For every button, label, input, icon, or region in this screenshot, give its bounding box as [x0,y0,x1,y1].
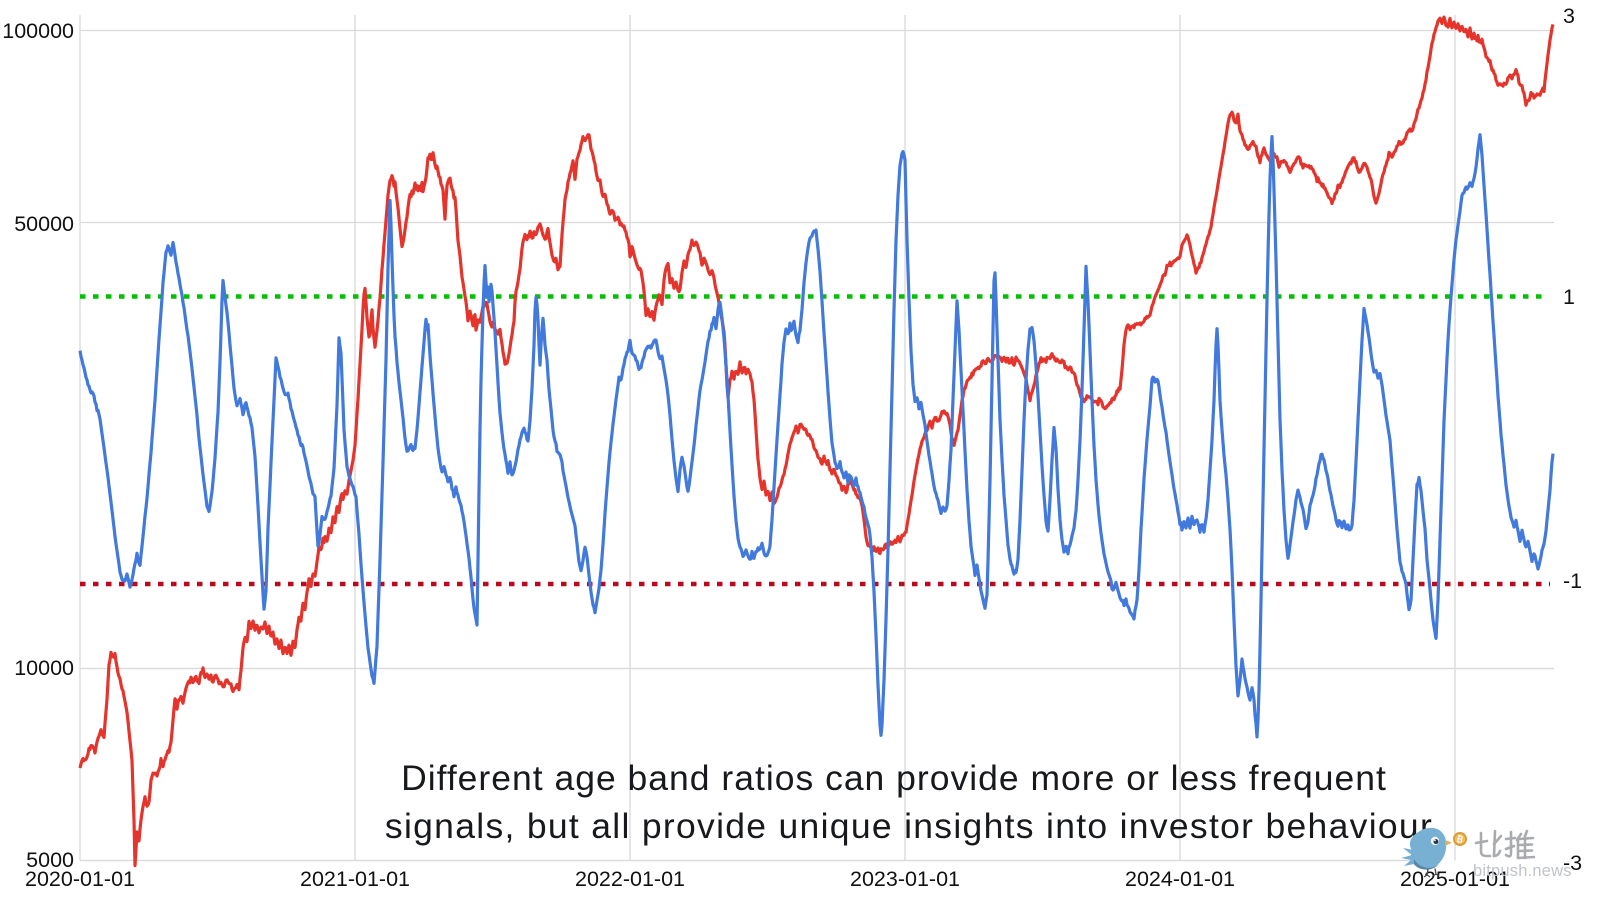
svg-text:2023-01-01: 2023-01-01 [850,867,960,891]
svg-text:-1: -1 [1563,569,1582,593]
svg-text:2022-01-01: 2022-01-01 [575,867,685,891]
svg-text:50000: 50000 [14,212,74,236]
svg-text:2021-01-01: 2021-01-01 [300,867,410,891]
svg-text:Different age band ratios can: Different age band ratios can provide mo… [401,758,1387,798]
svg-text:5000: 5000 [26,848,74,872]
svg-text:bitpush.news: bitpush.news [1473,862,1572,880]
svg-text:1: 1 [1563,285,1575,309]
svg-text:2020-01-01: 2020-01-01 [25,867,135,891]
svg-text:signals, but all provide uniqu: signals, but all provide unique insights… [385,806,1433,846]
svg-text:100000: 100000 [2,19,74,43]
svg-text:2025-01-01: 2025-01-01 [1400,867,1510,891]
svg-text:10000: 10000 [14,656,74,680]
svg-text:2024-01-01: 2024-01-01 [1125,867,1235,891]
svg-text:-3: -3 [1563,851,1582,875]
svg-text:3: 3 [1563,4,1575,28]
